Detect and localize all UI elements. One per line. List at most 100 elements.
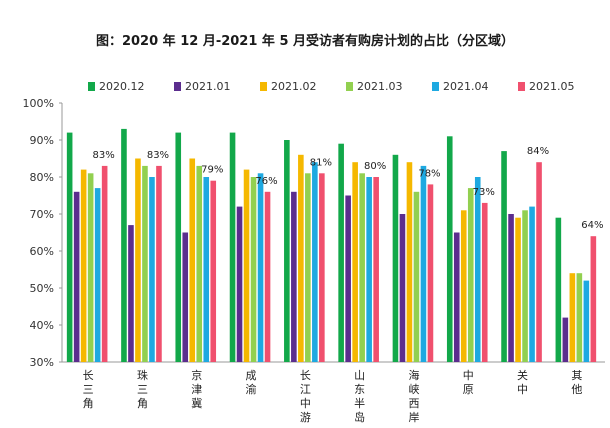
legend-label: 2020.12 [99,80,145,93]
category-label: 长三角 [83,369,94,410]
bar [203,177,210,362]
bar [149,177,155,362]
bar [250,177,257,362]
bar [373,177,379,362]
data-label: 83% [147,150,169,161]
legend-item: 2021.05 [518,80,575,93]
bar [555,217,562,362]
bar [156,165,162,362]
bar [189,158,196,362]
bar [406,162,413,362]
bar [366,177,372,362]
legend-item: 2021.02 [260,80,317,93]
bar [583,280,590,362]
bar [229,132,236,362]
bar [359,173,365,362]
y-tick-label: 40% [30,319,54,332]
data-label: 78% [418,168,440,179]
legend: 2020.12 2021.01 2021.02 2021.03 2021.04 2021.… [88,80,608,94]
data-label: 80% [364,161,386,172]
bar [101,165,108,362]
bar [73,191,80,362]
data-label: 81% [310,157,332,168]
bar [338,143,344,362]
bar [392,154,399,362]
bar [474,177,481,362]
category-label: 中原 [463,369,474,396]
bar [427,184,434,362]
bar [196,165,203,362]
data-label: 76% [255,176,277,187]
bar [352,162,358,362]
data-label: 83% [93,150,115,161]
y-tick-label: 100% [23,97,54,110]
bar [536,162,542,362]
legend-item: 2020.12 [88,80,145,93]
bar [66,132,73,362]
category-label: 长江中游 [300,369,311,424]
bar [80,169,87,362]
bar [257,173,264,362]
bar [182,232,189,362]
bar [501,151,507,362]
bar [264,191,271,362]
bar [305,173,311,362]
legend-swatch [346,82,353,91]
bar [481,202,488,362]
legend-label: 2021.03 [357,80,403,93]
bar [522,210,528,362]
bar [94,188,101,362]
bar [121,128,127,362]
bar [413,191,420,362]
bar [319,173,325,362]
bar [420,165,427,362]
bar [460,210,467,362]
data-label: 84% [527,146,549,157]
legend-item: 2021.03 [346,80,403,93]
bar [135,158,141,362]
y-tick-label: 70% [30,208,54,221]
bar [291,191,297,362]
bar [298,154,304,362]
category-label: 其他 [571,369,582,396]
bar [236,206,243,362]
category-label: 珠三角 [137,368,148,410]
bar [590,236,597,362]
bar [467,188,474,362]
bar [453,232,460,362]
category-label: 海峡西岸 [408,368,419,424]
legend-swatch [518,82,525,91]
category-label: 山东半岛 [354,369,365,424]
y-tick-label: 90% [30,134,54,147]
bar [284,140,290,362]
bar [576,273,583,362]
bar [446,136,453,362]
y-tick-label: 80% [30,171,54,184]
bar [562,317,569,362]
data-label: 64% [581,220,603,231]
bar [175,132,182,362]
y-tick-label: 50% [30,282,54,295]
bar [142,165,148,362]
bar [399,214,406,362]
legend-item: 2021.04 [432,80,489,93]
legend-item: 2021.01 [174,80,231,93]
bar [243,169,250,362]
legend-label: 2021.02 [271,80,317,93]
y-tick-label: 60% [30,245,54,258]
bar [345,195,351,362]
category-label: 关中 [517,368,528,396]
category-label: 京津冀 [191,368,202,410]
legend-swatch [260,82,267,91]
bar [515,217,521,362]
bar [128,225,134,362]
legend-swatch [432,82,439,91]
y-tick-label: 30% [30,356,54,369]
data-label: 73% [473,187,495,198]
legend-swatch [88,82,95,91]
legend-label: 2021.04 [443,80,489,93]
category-label: 成渝 [246,369,257,396]
bar [312,162,318,362]
bar [87,173,94,362]
